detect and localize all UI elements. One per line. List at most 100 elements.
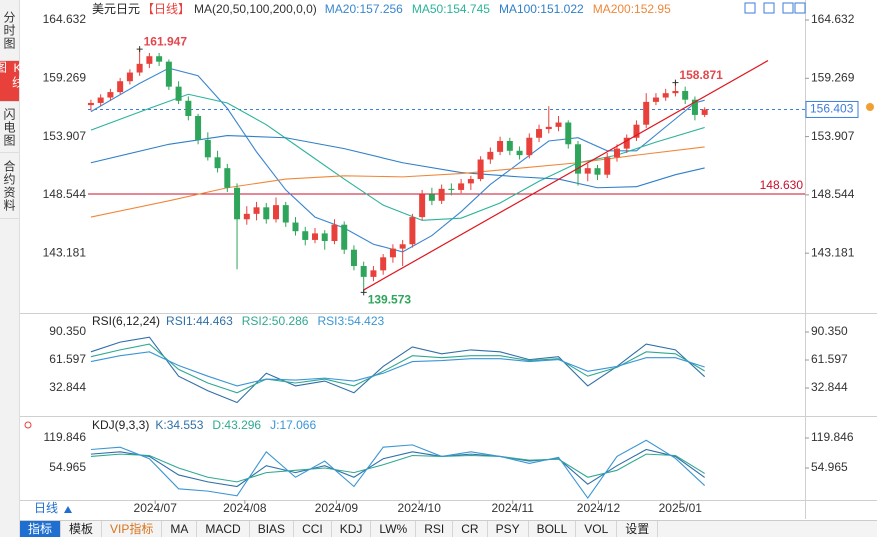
extreme-label: 158.871 <box>679 68 723 82</box>
last-price-label: 156.403 <box>810 102 854 116</box>
candle-body <box>360 266 367 277</box>
indicator-line <box>90 453 705 483</box>
candle-body <box>311 233 318 240</box>
indicator-line <box>90 343 705 394</box>
candle-body <box>389 248 396 258</box>
y-tick-label: 159.269 <box>43 70 87 84</box>
toolbar-tab[interactable]: BIAS <box>250 521 295 537</box>
sidebar-tab[interactable]: 分时图 <box>0 0 19 61</box>
candle-body <box>701 109 708 115</box>
icon[interactable] <box>744 2 756 14</box>
dropdown-arrow[interactable] <box>64 506 72 513</box>
candle-body <box>419 194 426 218</box>
toolbar-tab[interactable]: 指标 <box>20 521 62 537</box>
sidebar-tab[interactable]: K线图 <box>0 61 25 102</box>
candle-body <box>97 97 104 103</box>
legend-text: D: <box>212 418 224 432</box>
toolbar-tab[interactable]: PSY <box>488 521 529 537</box>
icon[interactable] <box>782 2 794 14</box>
sidebar-tab[interactable]: 闪电图 <box>0 102 19 153</box>
candle-body <box>545 126 552 130</box>
candle-body <box>117 81 124 93</box>
legend-text: 152.95 <box>634 2 671 16</box>
settings-icon[interactable] <box>24 421 32 429</box>
extreme-label: 139.573 <box>368 293 412 307</box>
candle-body <box>623 137 630 149</box>
legend-text: MA20: <box>325 2 360 16</box>
candle-body <box>253 207 260 214</box>
y-tick-label: 153.907 <box>43 129 87 143</box>
candle-body <box>302 231 309 240</box>
candle-body <box>87 102 94 106</box>
y-tick-label: 61.597 <box>811 352 848 366</box>
ma-line <box>90 135 705 189</box>
legend-text: 34.553 <box>167 418 204 432</box>
extreme-marker <box>672 79 679 86</box>
extreme-label: 161.947 <box>144 34 188 48</box>
legend-text: 54.423 <box>348 314 385 328</box>
toolbar-tab[interactable]: 设置 <box>617 521 659 537</box>
y-tick-label: 148.544 <box>43 187 87 201</box>
y-tick-label: 119.846 <box>44 430 87 444</box>
candle-body <box>185 100 192 117</box>
toolbar-tab[interactable]: VOL <box>576 521 618 537</box>
legend-text: 151.022 <box>540 2 584 16</box>
legend-text: RSI3: <box>317 314 347 328</box>
candle-body <box>555 122 562 127</box>
candle-body <box>292 222 299 232</box>
candle-body <box>565 122 572 145</box>
sidebar-tab[interactable]: 合约资料 <box>0 153 19 219</box>
toolbar-tab[interactable]: VIP指标 <box>102 521 163 537</box>
candle-body <box>234 187 241 220</box>
background <box>20 0 877 520</box>
legend-text: J: <box>270 418 279 432</box>
y-tick-label: 61.597 <box>49 352 86 366</box>
legend-text: 43.296 <box>224 418 261 432</box>
icon[interactable] <box>794 2 806 14</box>
candle-body <box>536 129 543 138</box>
x-tick-label: 2024/08 <box>223 501 267 515</box>
y-tick-label: 148.544 <box>811 187 855 201</box>
candle-body <box>263 207 270 220</box>
toolbar-tab[interactable]: CR <box>453 521 488 537</box>
toolbar-tab[interactable]: KDJ <box>332 521 372 537</box>
toolbar-tab[interactable]: CCI <box>294 521 332 537</box>
legend-text: 【日线】 <box>142 2 190 16</box>
candle-body <box>165 61 172 87</box>
legend-text: MA200: <box>593 2 634 16</box>
candle-body <box>672 91 679 94</box>
toolbar-tab[interactable]: 模板 <box>61 521 103 537</box>
candle-body <box>438 188 445 201</box>
candle-body <box>243 213 250 220</box>
extreme-marker <box>360 289 367 296</box>
toolbar-tab[interactable]: RSI <box>416 521 454 537</box>
y-tick-label: 164.632 <box>811 12 855 26</box>
extreme-marker <box>136 46 143 53</box>
toolbar-tab[interactable]: LW% <box>371 521 417 537</box>
toolbar-icons[interactable] <box>744 2 806 14</box>
toolbar-tab[interactable]: BOLL <box>529 521 577 537</box>
legend-text: RSI(6,12,24) <box>92 314 160 328</box>
candle-body <box>594 168 601 175</box>
trendline <box>363 60 769 291</box>
candle-body <box>428 194 435 201</box>
candle-body <box>584 168 591 174</box>
y-tick-label: 54.965 <box>49 460 86 474</box>
x-tick-label: 2024/09 <box>315 501 359 515</box>
legend-text: K: <box>155 418 166 432</box>
legend-text: MA50: <box>412 2 447 16</box>
toolbar-tab[interactable]: MACD <box>197 521 250 537</box>
icon[interactable] <box>763 2 775 14</box>
candle-body <box>380 257 387 271</box>
candle-body <box>448 188 455 190</box>
ma-line <box>90 146 705 218</box>
candle-body <box>175 86 182 101</box>
last-price-box <box>805 100 859 118</box>
legend-text: MA(20,50,100,200,0,0) <box>194 2 317 16</box>
period-selector[interactable]: 日线 <box>34 501 58 515</box>
alert-icon[interactable] <box>866 103 874 111</box>
candle-body <box>156 56 163 62</box>
candle-body <box>370 270 377 277</box>
candle-body <box>204 139 211 158</box>
toolbar-tab[interactable]: MA <box>162 521 198 537</box>
